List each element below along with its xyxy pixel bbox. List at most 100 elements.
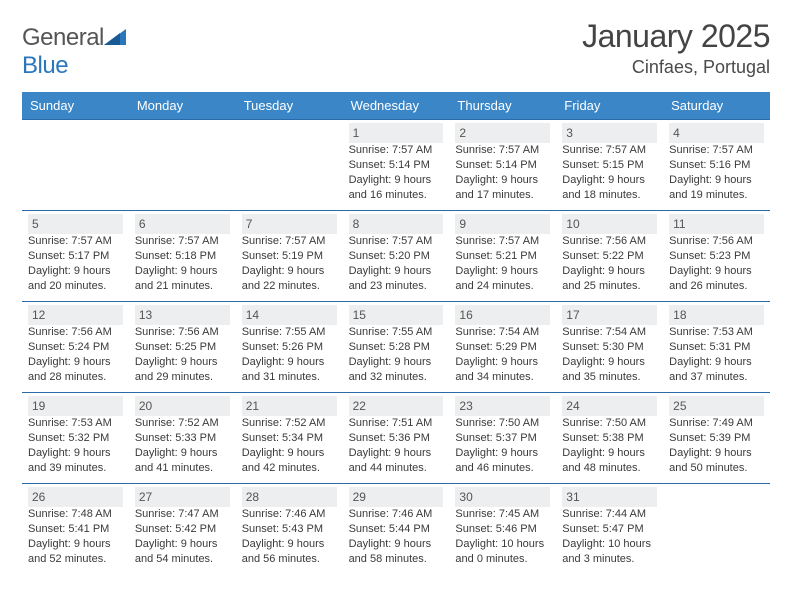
day-cell: 18Sunrise: 7:53 AMSunset: 5:31 PMDayligh…: [663, 302, 770, 392]
sunset-line: Sunset: 5:14 PM: [349, 158, 444, 173]
day-cell: [129, 120, 236, 210]
daylight-line-2: and 17 minutes.: [455, 188, 550, 203]
day-number: 28: [242, 487, 337, 507]
sunset-line: Sunset: 5:37 PM: [455, 431, 550, 446]
daylight-line-1: Daylight: 10 hours: [562, 537, 657, 552]
sunrise-line: Sunrise: 7:46 AM: [349, 507, 444, 522]
day-cell: [22, 120, 129, 210]
sunrise-line: Sunrise: 7:55 AM: [242, 325, 337, 340]
week-row: 26Sunrise: 7:48 AMSunset: 5:41 PMDayligh…: [22, 483, 770, 574]
sunset-line: Sunset: 5:41 PM: [28, 522, 123, 537]
daylight-line-2: and 32 minutes.: [349, 370, 444, 385]
daylight-line-1: Daylight: 9 hours: [242, 264, 337, 279]
daylight-line-1: Daylight: 9 hours: [242, 355, 337, 370]
sunrise-line: Sunrise: 7:57 AM: [349, 143, 444, 158]
weekday-header: Friday: [556, 92, 663, 119]
day-number: 4: [669, 123, 764, 143]
sunrise-line: Sunrise: 7:57 AM: [135, 234, 230, 249]
day-number: 30: [455, 487, 550, 507]
day-number: 26: [28, 487, 123, 507]
sunrise-line: Sunrise: 7:54 AM: [562, 325, 657, 340]
daylight-line-2: and 35 minutes.: [562, 370, 657, 385]
day-cell: [236, 120, 343, 210]
day-cell: 10Sunrise: 7:56 AMSunset: 5:22 PMDayligh…: [556, 211, 663, 301]
daylight-line-2: and 58 minutes.: [349, 552, 444, 567]
daylight-line-1: Daylight: 9 hours: [242, 446, 337, 461]
week-row: 19Sunrise: 7:53 AMSunset: 5:32 PMDayligh…: [22, 392, 770, 483]
week-row: 5Sunrise: 7:57 AMSunset: 5:17 PMDaylight…: [22, 210, 770, 301]
daylight-line-2: and 31 minutes.: [242, 370, 337, 385]
daylight-line-1: Daylight: 9 hours: [28, 537, 123, 552]
day-number: 7: [242, 214, 337, 234]
day-cell: 1Sunrise: 7:57 AMSunset: 5:14 PMDaylight…: [343, 120, 450, 210]
brand-name-a: General: [22, 24, 104, 51]
sunset-line: Sunset: 5:22 PM: [562, 249, 657, 264]
day-number: 13: [135, 305, 230, 325]
daylight-line-1: Daylight: 9 hours: [669, 173, 764, 188]
daylight-line-1: Daylight: 9 hours: [135, 264, 230, 279]
day-number: 17: [562, 305, 657, 325]
day-cell: 19Sunrise: 7:53 AMSunset: 5:32 PMDayligh…: [22, 393, 129, 483]
sunset-line: Sunset: 5:24 PM: [28, 340, 123, 355]
day-cell: 11Sunrise: 7:56 AMSunset: 5:23 PMDayligh…: [663, 211, 770, 301]
sunset-line: Sunset: 5:15 PM: [562, 158, 657, 173]
day-cell: 2Sunrise: 7:57 AMSunset: 5:14 PMDaylight…: [449, 120, 556, 210]
day-number: 19: [28, 396, 123, 416]
daylight-line-1: Daylight: 9 hours: [562, 264, 657, 279]
day-number: 29: [349, 487, 444, 507]
daylight-line-2: and 23 minutes.: [349, 279, 444, 294]
day-cell: 4Sunrise: 7:57 AMSunset: 5:16 PMDaylight…: [663, 120, 770, 210]
sunrise-line: Sunrise: 7:47 AM: [135, 507, 230, 522]
day-cell: 25Sunrise: 7:49 AMSunset: 5:39 PMDayligh…: [663, 393, 770, 483]
day-number: 10: [562, 214, 657, 234]
daylight-line-2: and 42 minutes.: [242, 461, 337, 476]
sunset-line: Sunset: 5:14 PM: [455, 158, 550, 173]
daylight-line-1: Daylight: 9 hours: [669, 355, 764, 370]
page-subtitle: Cinfaes, Portugal: [582, 57, 770, 78]
sunset-line: Sunset: 5:21 PM: [455, 249, 550, 264]
day-cell: 9Sunrise: 7:57 AMSunset: 5:21 PMDaylight…: [449, 211, 556, 301]
day-number: 1: [349, 123, 444, 143]
sunrise-line: Sunrise: 7:57 AM: [562, 143, 657, 158]
daylight-line-1: Daylight: 9 hours: [669, 264, 764, 279]
sunset-line: Sunset: 5:33 PM: [135, 431, 230, 446]
day-cell: 26Sunrise: 7:48 AMSunset: 5:41 PMDayligh…: [22, 484, 129, 574]
sunset-line: Sunset: 5:46 PM: [455, 522, 550, 537]
daylight-line-1: Daylight: 9 hours: [562, 446, 657, 461]
day-cell: 14Sunrise: 7:55 AMSunset: 5:26 PMDayligh…: [236, 302, 343, 392]
day-number: 5: [28, 214, 123, 234]
brand-name: GeneralBlue: [22, 24, 126, 80]
daylight-line-2: and 39 minutes.: [28, 461, 123, 476]
weekday-header: Monday: [129, 92, 236, 119]
daylight-line-2: and 52 minutes.: [28, 552, 123, 567]
daylight-line-1: Daylight: 9 hours: [349, 355, 444, 370]
sunrise-line: Sunrise: 7:49 AM: [669, 416, 764, 431]
day-cell: 22Sunrise: 7:51 AMSunset: 5:36 PMDayligh…: [343, 393, 450, 483]
sunrise-line: Sunrise: 7:56 AM: [135, 325, 230, 340]
sunrise-line: Sunrise: 7:56 AM: [562, 234, 657, 249]
day-number: 27: [135, 487, 230, 507]
day-cell: [663, 484, 770, 574]
daylight-line-2: and 34 minutes.: [455, 370, 550, 385]
sunset-line: Sunset: 5:19 PM: [242, 249, 337, 264]
day-cell: 16Sunrise: 7:54 AMSunset: 5:29 PMDayligh…: [449, 302, 556, 392]
sunrise-line: Sunrise: 7:51 AM: [349, 416, 444, 431]
daylight-line-1: Daylight: 9 hours: [28, 446, 123, 461]
sunrise-line: Sunrise: 7:55 AM: [349, 325, 444, 340]
day-number: 9: [455, 214, 550, 234]
daylight-line-2: and 48 minutes.: [562, 461, 657, 476]
sunset-line: Sunset: 5:29 PM: [455, 340, 550, 355]
daylight-line-2: and 44 minutes.: [349, 461, 444, 476]
day-number: 14: [242, 305, 337, 325]
sunrise-line: Sunrise: 7:52 AM: [135, 416, 230, 431]
daylight-line-2: and 3 minutes.: [562, 552, 657, 567]
daylight-line-1: Daylight: 9 hours: [28, 264, 123, 279]
day-number: 24: [562, 396, 657, 416]
day-number: 23: [455, 396, 550, 416]
weekday-header: Saturday: [663, 92, 770, 119]
daylight-line-1: Daylight: 9 hours: [562, 173, 657, 188]
daylight-line-1: Daylight: 9 hours: [669, 446, 764, 461]
day-cell: 27Sunrise: 7:47 AMSunset: 5:42 PMDayligh…: [129, 484, 236, 574]
sunset-line: Sunset: 5:26 PM: [242, 340, 337, 355]
sunrise-line: Sunrise: 7:50 AM: [455, 416, 550, 431]
